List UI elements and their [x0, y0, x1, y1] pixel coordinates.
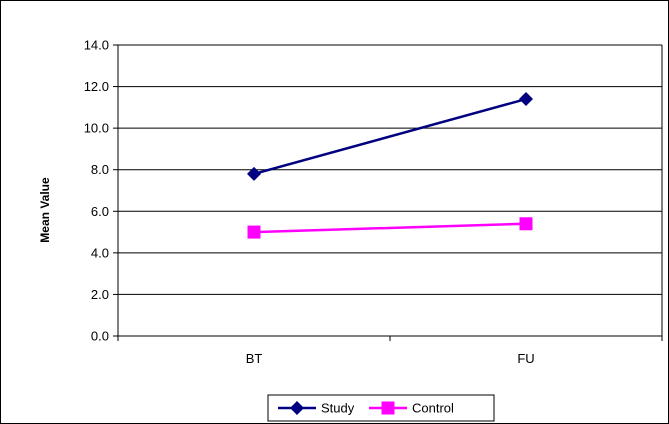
control-data-point — [519, 217, 533, 231]
y-axis-title: Mean Value — [38, 177, 52, 243]
x-tick-label: FU — [517, 351, 534, 366]
control-data-point — [247, 225, 261, 239]
study-data-point — [247, 166, 261, 181]
y-tick-label: 12.0 — [84, 79, 109, 94]
y-tick-label: 4.0 — [91, 245, 109, 260]
control-legend-marker — [381, 401, 395, 415]
y-tick-label: 6.0 — [91, 204, 109, 219]
y-tick-label: 8.0 — [91, 162, 109, 177]
series — [247, 92, 533, 239]
control-series-line — [253, 222, 527, 234]
study-legend-label: Study — [321, 401, 355, 416]
y-tick-label: 10.0 — [84, 121, 109, 136]
study-legend-marker — [290, 401, 304, 415]
axes — [113, 44, 663, 341]
y-tick-label: 2.0 — [91, 287, 109, 302]
x-tick-labels: BT FU — [246, 351, 535, 366]
y-tick-label: 0.0 — [91, 329, 109, 344]
x-tick-label: BT — [246, 351, 263, 366]
legend: Study Control — [267, 394, 495, 422]
study-data-point — [519, 92, 533, 107]
study-series-line — [253, 97, 527, 176]
y-tick-label: 14.0 — [84, 38, 109, 53]
y-tick-labels: 0.0 2.0 4.0 6.0 8.0 10.0 12.0 14.0 — [84, 38, 109, 344]
gridlines — [118, 44, 662, 337]
control-legend-label: Control — [412, 401, 454, 416]
